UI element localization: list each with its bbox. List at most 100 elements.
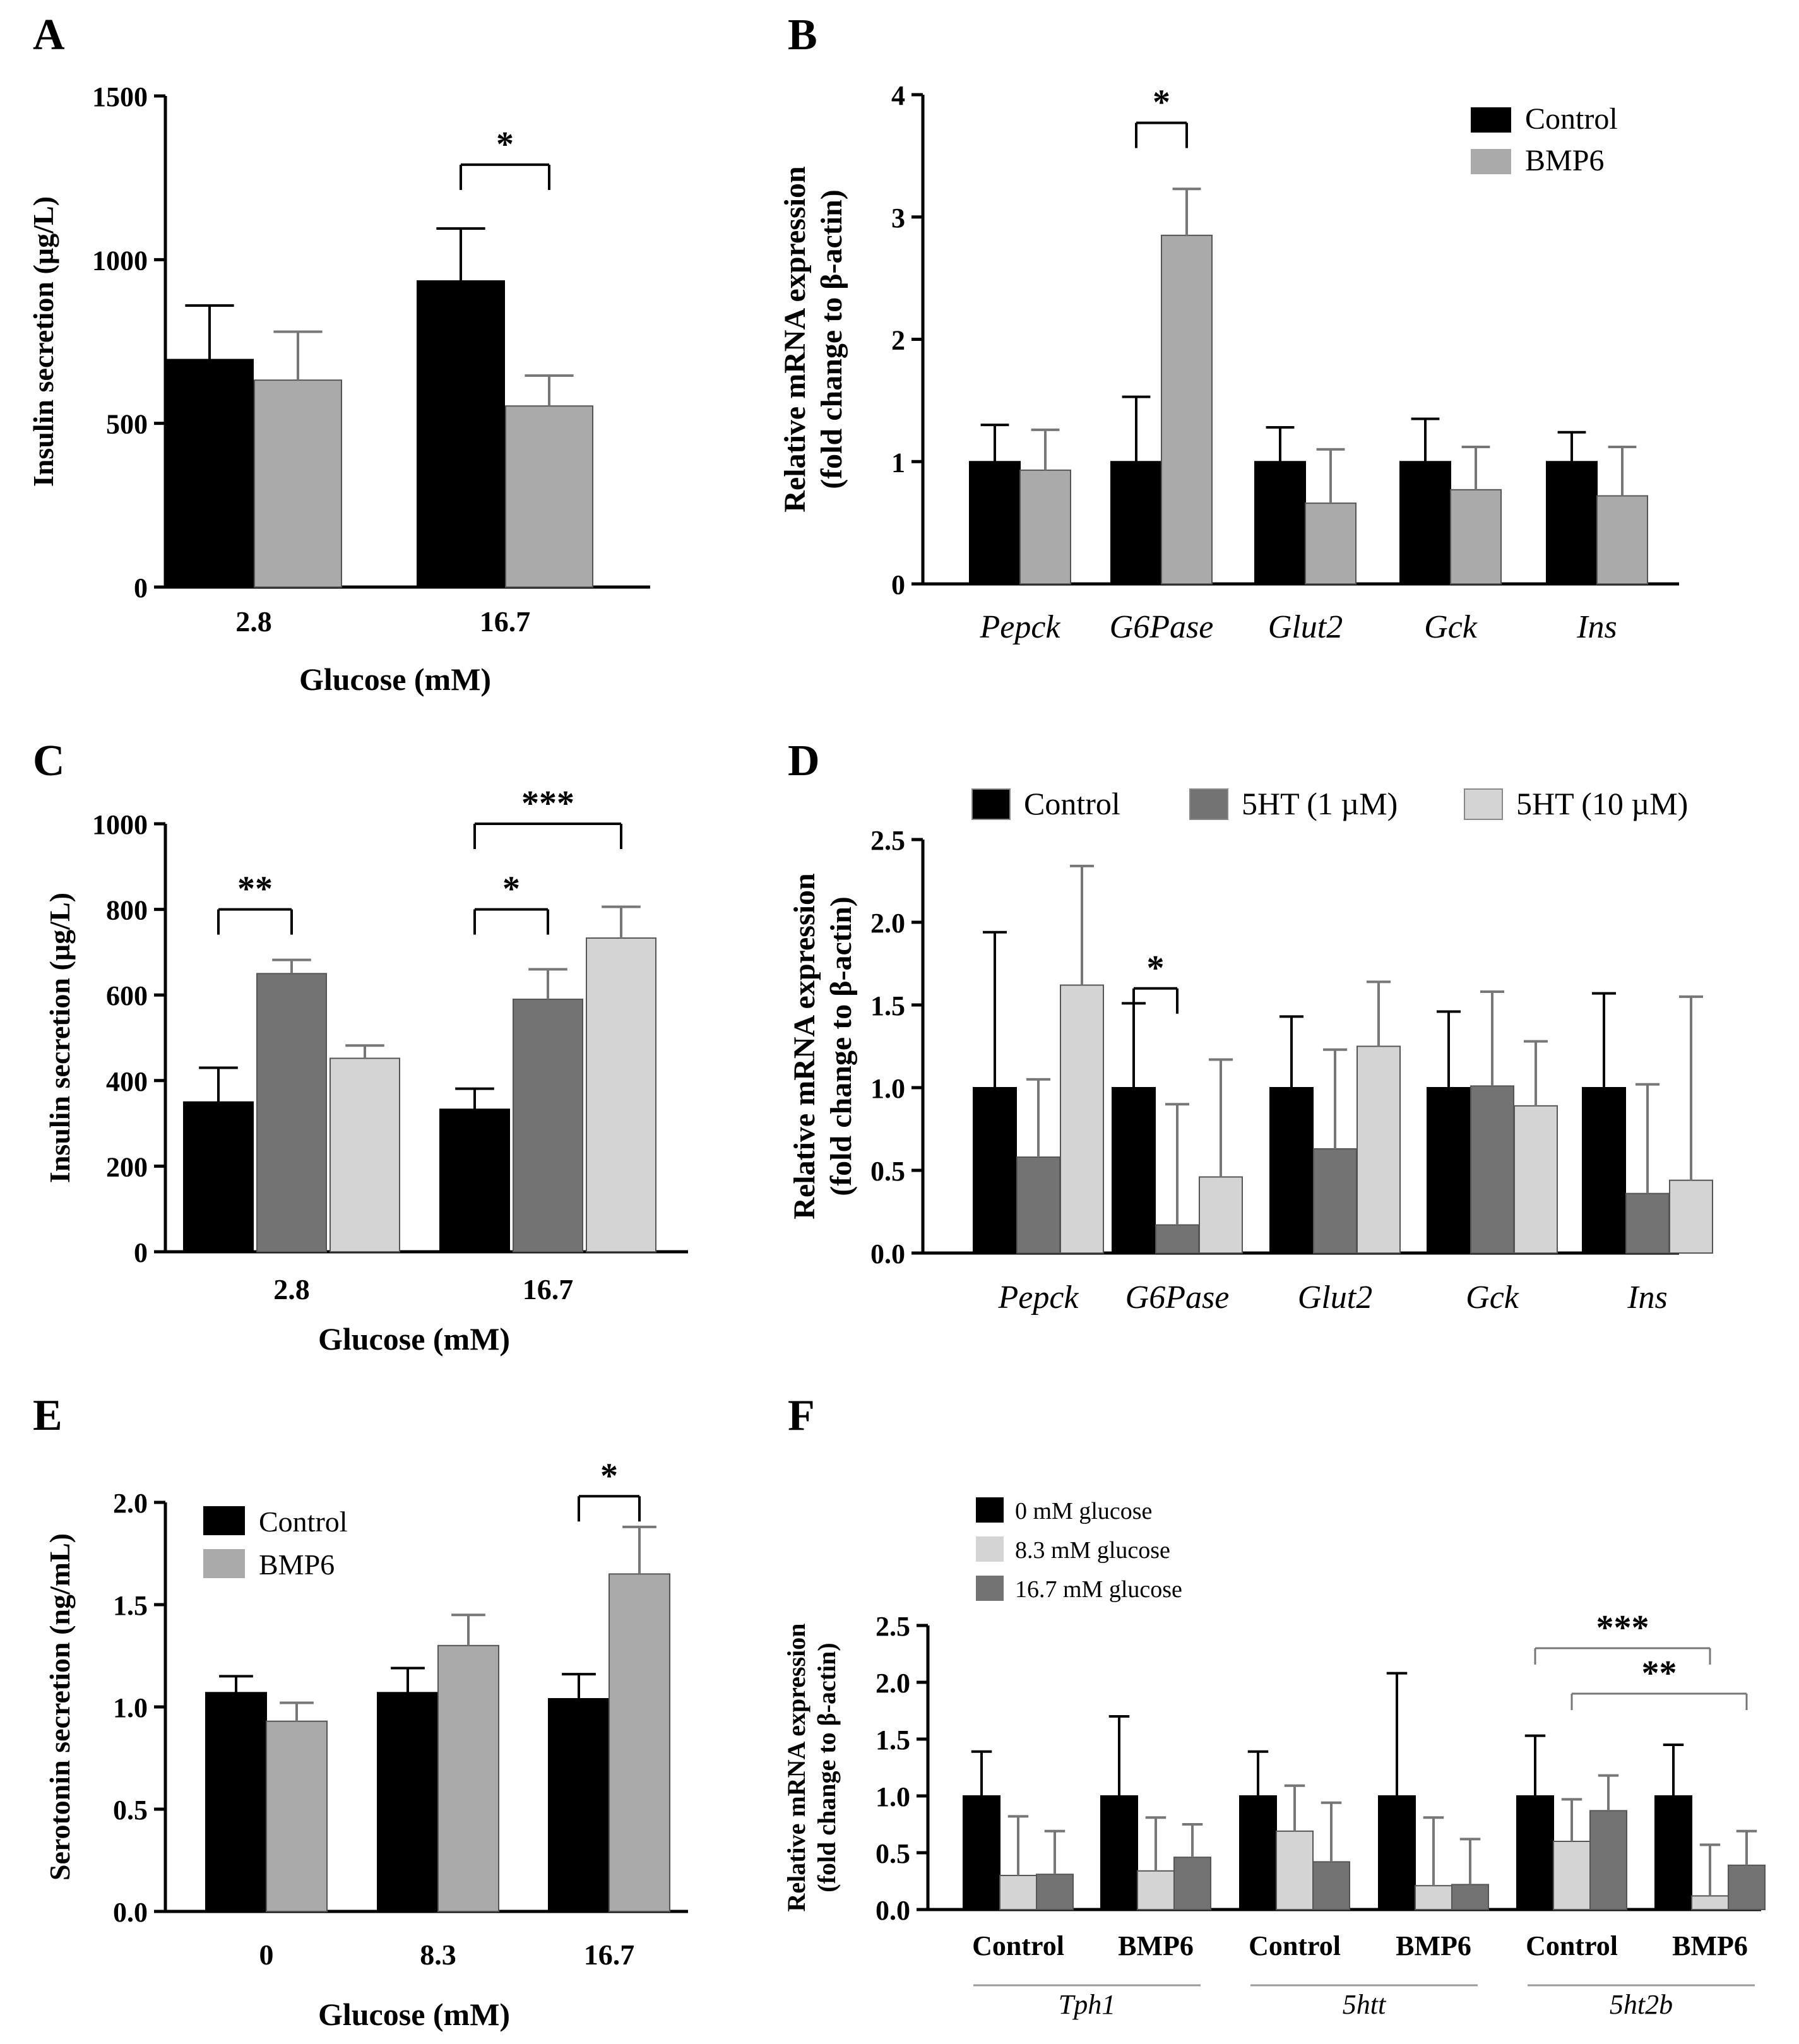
y-tick-label: 0.0 xyxy=(870,1239,905,1269)
bar-control-0 xyxy=(183,1101,254,1252)
y-tick-label: 2.5 xyxy=(870,825,905,856)
bar-0-mm-glucose-4 xyxy=(1516,1795,1554,1910)
bar-control-4 xyxy=(1546,461,1598,585)
bar-control-0 xyxy=(205,1692,267,1913)
panel-a: A 0 500 1000 1500 Insulin secretion (µg/L) 2.8… xyxy=(27,11,650,697)
y-tick-label: 4 xyxy=(891,80,905,111)
bar-5ht-10-m--0 xyxy=(330,1057,400,1252)
panel-letter: F xyxy=(788,1391,815,1440)
bar-0-mm-glucose-5 xyxy=(1654,1795,1692,1910)
panel-e: E 0.0 0.5 1.0 1.5 2.0 Serotonin secretion (ng/… xyxy=(33,1391,688,2032)
bar-bmp6-1 xyxy=(1161,234,1213,585)
panel-c: C 0 200 400 600 800 1000 Insulin secretion (µg/… xyxy=(33,737,688,1357)
x-axis-label: Glucose (mM) xyxy=(318,1321,510,1357)
bar-5ht-1-m--3 xyxy=(1470,1085,1514,1254)
bar-8-3-mm-glucose-0 xyxy=(999,1875,1037,1910)
y-tick-label: 0.5 xyxy=(870,1156,905,1187)
bar-8-3-mm-glucose-2 xyxy=(1276,1830,1314,1911)
y-tick-label: 3 xyxy=(891,203,905,234)
significance-marker: * xyxy=(1153,83,1170,122)
x-tick-label: Control xyxy=(1526,1930,1618,1961)
x-tick-label: 2.8 xyxy=(235,605,272,638)
y-tick-label: 400 xyxy=(106,1066,148,1097)
x-tick-label: G6Pase xyxy=(1125,1280,1230,1316)
legend-label: Control xyxy=(1024,786,1120,821)
bar-control-2 xyxy=(548,1698,610,1913)
legend-label: Control xyxy=(259,1506,348,1538)
y-tick-label: 1.5 xyxy=(113,1590,148,1621)
bar-5ht-1-m--2 xyxy=(1313,1148,1357,1254)
legend-swatch xyxy=(1471,107,1511,133)
x-tick-label: 16.7 xyxy=(480,605,531,638)
bar-bmp6-0 xyxy=(266,1720,328,1912)
panel-b: B 0 1 2 3 4 Relative mRNA expression (fold chan… xyxy=(778,11,1679,645)
x-tick-label: Glut2 xyxy=(1268,609,1343,645)
bar-bmp6-4 xyxy=(1596,495,1648,585)
x-tick-label: 16.7 xyxy=(584,1939,635,1971)
group-label: 5htt xyxy=(1343,1989,1387,2020)
x-tick-label: 0 xyxy=(259,1939,274,1971)
legend-swatch xyxy=(971,788,1011,820)
bar-16-7-mm-glucose-4 xyxy=(1589,1810,1627,1910)
bar-16-7-mm-glucose-1 xyxy=(1173,1857,1211,1910)
legend-label: 8.3 mM glucose xyxy=(1015,1537,1170,1564)
bar-control-3 xyxy=(1427,1087,1471,1254)
y-tick-label: 1.0 xyxy=(876,1781,910,1812)
bar-control-0 xyxy=(973,1087,1017,1254)
y-tick-label: 2.5 xyxy=(876,1611,910,1642)
bar-control-1 xyxy=(439,1108,510,1252)
y-tick-label: 2 xyxy=(891,325,905,356)
y-tick-label: 500 xyxy=(106,409,148,440)
bar-control-2 xyxy=(1269,1087,1314,1254)
bar-5ht-10-m--1 xyxy=(586,937,656,1252)
legend-swatch xyxy=(1471,149,1511,174)
x-tick-label: Ins xyxy=(1576,609,1617,645)
x-axis-label: Glucose (mM) xyxy=(318,1997,510,2032)
bar-0-mm-glucose-1 xyxy=(1100,1795,1138,1910)
y-tick-label: 0.5 xyxy=(113,1795,148,1826)
y-axis-label: Insulin secretion (µg/L) xyxy=(27,196,59,487)
y-tick-label: 0.0 xyxy=(113,1897,148,1928)
x-tick-label: G6Pase xyxy=(1110,609,1214,645)
bar-5ht-1-m--0 xyxy=(256,973,327,1253)
group-label: Tph1 xyxy=(1059,1989,1115,2020)
bar-control-1 xyxy=(1110,461,1162,585)
bar-control-4 xyxy=(1582,1087,1626,1254)
bar-0-mm-glucose-0 xyxy=(963,1795,1000,1910)
y-axis-label: Insulin secretion (µg/L) xyxy=(44,893,76,1183)
legend-label: 16.7 mM glucose xyxy=(1015,1576,1182,1603)
legend-label: Control xyxy=(1525,102,1618,136)
y-tick-label: 600 xyxy=(106,980,148,1011)
x-tick-label: Control xyxy=(972,1930,1064,1961)
bar-bmp6-0 xyxy=(1019,469,1071,585)
legend-label: BMP6 xyxy=(259,1548,335,1581)
bar-5ht-1-m--0 xyxy=(1016,1156,1060,1254)
y-axis-label: (fold change to β-actin) xyxy=(824,896,858,1196)
bar-5ht-10-m--1 xyxy=(1199,1176,1243,1254)
bar-16-7-mm-glucose-0 xyxy=(1036,1874,1074,1910)
significance-marker: * xyxy=(502,870,520,909)
y-axis-label: (fold change to β-actin) xyxy=(815,189,848,489)
y-tick-label: 2.0 xyxy=(113,1488,148,1519)
bar-control-1 xyxy=(1112,1087,1156,1254)
y-tick-label: 1000 xyxy=(92,809,148,840)
legend-swatch xyxy=(976,1536,1004,1562)
significance-marker: * xyxy=(600,1456,618,1495)
x-tick-label: Pepck xyxy=(997,1280,1079,1316)
legend-swatch xyxy=(1189,788,1228,820)
bar-5ht-10-m--2 xyxy=(1357,1045,1401,1254)
panel-letter: E xyxy=(33,1391,62,1440)
legend-swatch xyxy=(976,1576,1004,1601)
y-tick-label: 1.0 xyxy=(870,1073,905,1104)
y-axis-label: (fold change to β-actin) xyxy=(812,1643,841,1892)
bar-16-7-mm-glucose-3 xyxy=(1451,1884,1489,1910)
x-axis-label: Glucose (mM) xyxy=(299,662,491,697)
bar-control-0 xyxy=(969,461,1021,585)
bar-8-3-mm-glucose-1 xyxy=(1137,1870,1175,1911)
y-tick-label: 1500 xyxy=(92,81,148,112)
group-label: 5ht2b xyxy=(1610,1989,1673,2020)
bar-5ht-10-m--3 xyxy=(1514,1105,1558,1254)
legend-label: 5HT (1 µM) xyxy=(1242,786,1398,821)
legend-swatch xyxy=(976,1497,1004,1523)
